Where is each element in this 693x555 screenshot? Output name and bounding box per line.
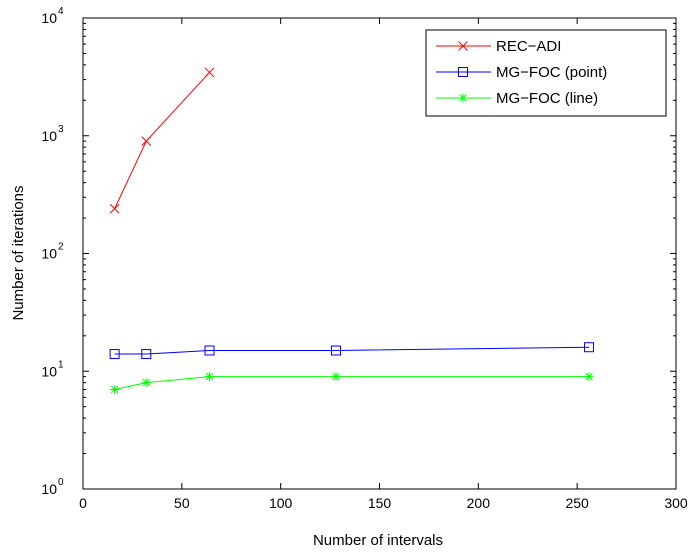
x-axis-label: Number of intervals [313, 532, 443, 549]
legend-marker [458, 67, 468, 77]
legend: REC−ADI MG−FOC (point) MG−FOC (line) [425, 29, 667, 117]
data-point [204, 345, 215, 356]
series-2 [110, 372, 594, 394]
data-point [141, 349, 152, 360]
x-tick-label: 0 [79, 495, 87, 511]
y-tick-label: 10 [41, 363, 57, 379]
y-tick-exponent: 2 [58, 242, 64, 253]
x-tick-label: 100 [269, 495, 293, 511]
y-axis-label: Number of iterations [10, 185, 27, 320]
y-tick-label: 10 [41, 10, 57, 26]
series-line [114, 346, 590, 355]
data-point [110, 384, 120, 394]
legend-label: MG−FOC (line) [496, 90, 598, 107]
legend-entry: REC−ADI [436, 38, 561, 55]
data-point [584, 372, 594, 382]
y-tick-label: 10 [41, 246, 57, 262]
data-point [205, 372, 215, 382]
y-tick-exponent: 3 [58, 124, 64, 135]
legend-label: MG−FOC (point) [496, 64, 607, 81]
x-tick-label: 150 [368, 495, 392, 511]
y-tick-exponent: 1 [58, 359, 64, 370]
x-tick-label: 200 [467, 495, 491, 511]
data-point [204, 67, 215, 78]
legend-entry: MG−FOC (point) [436, 64, 607, 81]
y-tick-label: 10 [41, 481, 57, 497]
data-point [109, 203, 120, 214]
x-tick-label: 250 [565, 495, 589, 511]
y-tick-label: 10 [41, 128, 57, 144]
y-tick-exponent: 0 [58, 477, 64, 488]
x-tick-label: 50 [174, 495, 190, 511]
x-tick-label: 300 [664, 495, 688, 511]
data-point [331, 372, 341, 382]
data-point [141, 136, 152, 146]
data-point [331, 345, 342, 356]
series-0 [109, 67, 215, 214]
data-point [141, 378, 151, 388]
data-point [584, 342, 595, 353]
data-point [109, 349, 120, 360]
legend-label: REC−ADI [496, 38, 561, 55]
series-1 [109, 342, 595, 360]
legend-entry: MG−FOC (line) [436, 90, 598, 107]
y-tick-exponent: 4 [58, 6, 64, 17]
series-layer [109, 67, 595, 394]
legend-marker [458, 93, 468, 103]
legend-marker [458, 41, 468, 51]
